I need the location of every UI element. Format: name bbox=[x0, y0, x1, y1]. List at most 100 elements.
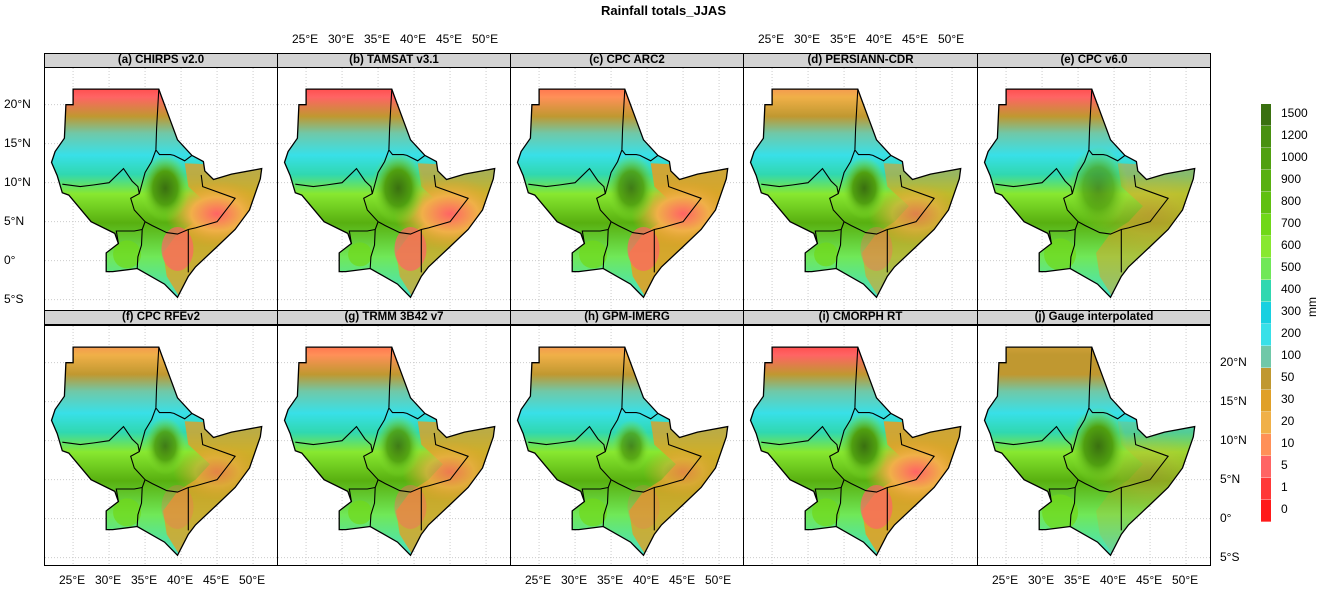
region-outline bbox=[516, 88, 729, 299]
country-border bbox=[115, 486, 143, 502]
country-border bbox=[363, 149, 469, 235]
map-panel bbox=[44, 67, 278, 311]
country-border bbox=[1069, 479, 1079, 527]
colorbar-tick-label: 1500 bbox=[1281, 106, 1308, 120]
country-border bbox=[136, 479, 146, 527]
colorbar-tick-label: 500 bbox=[1281, 260, 1302, 274]
lon-tick-label: 30°E bbox=[328, 32, 355, 46]
colorbar-tick-label: 1200 bbox=[1281, 128, 1308, 142]
country-border bbox=[62, 167, 140, 194]
colorbar-swatch bbox=[1261, 192, 1271, 214]
colorbar-unit: mm bbox=[1305, 297, 1319, 317]
lon-tick-label: 50°E bbox=[705, 573, 732, 587]
map-panel bbox=[44, 325, 278, 566]
lat-tick-label: 15°N bbox=[1220, 393, 1247, 408]
lon-tick-label: 25°E bbox=[525, 573, 552, 587]
colorbar-tick-label: 600 bbox=[1281, 238, 1302, 252]
colorbar-tick-label: 400 bbox=[1281, 282, 1302, 296]
rainfall-field bbox=[284, 347, 495, 556]
lat-tick-label: 5°S bbox=[4, 291, 24, 306]
rainfall-field bbox=[750, 347, 961, 556]
region-outline bbox=[516, 346, 729, 557]
map bbox=[978, 68, 1210, 310]
colorbar-swatch bbox=[1261, 258, 1271, 280]
lon-tick-label: 25°E bbox=[59, 573, 86, 587]
lon-tick-label: 40°E bbox=[400, 32, 427, 46]
map-panel bbox=[510, 325, 744, 566]
colorbar-tick-label: 10 bbox=[1281, 436, 1295, 450]
colorbar-tick-label: 1000 bbox=[1281, 150, 1308, 164]
lon-tick-label: 30°E bbox=[794, 32, 821, 46]
country-border bbox=[136, 221, 146, 269]
colorbar-swatch bbox=[1261, 214, 1271, 236]
lat-tick-label: 5°N bbox=[1220, 471, 1241, 486]
lon-tick-label: 45°E bbox=[436, 32, 463, 46]
colorbar-swatch bbox=[1261, 346, 1271, 368]
lon-tick-label: 35°E bbox=[830, 32, 857, 46]
country-border bbox=[581, 228, 609, 244]
country-border bbox=[369, 479, 379, 527]
country-border bbox=[995, 167, 1073, 194]
country-border bbox=[363, 407, 469, 493]
lat-tick-label: 15°N bbox=[4, 135, 31, 150]
country-border bbox=[369, 221, 379, 269]
lon-tick-label: 30°E bbox=[1028, 573, 1055, 587]
country-border bbox=[621, 347, 626, 408]
colorbar-tick-label: 0 bbox=[1281, 502, 1288, 516]
lon-tick-label: 50°E bbox=[938, 32, 965, 46]
country-border bbox=[995, 425, 1073, 452]
colorbar-swatch bbox=[1261, 324, 1271, 346]
lat-tick-label: 0° bbox=[4, 252, 16, 267]
lon-tick-label: 45°E bbox=[203, 573, 230, 587]
lon-tick-label: 25°E bbox=[992, 573, 1019, 587]
colorbar-swatch bbox=[1261, 390, 1271, 412]
country-border bbox=[1088, 347, 1093, 408]
colorbar bbox=[1261, 104, 1271, 522]
lat-tick-label: 0° bbox=[1220, 510, 1232, 525]
country-border bbox=[829, 149, 935, 235]
panel-strip: (j) Gauge interpolated bbox=[977, 310, 1211, 325]
country-border bbox=[130, 149, 236, 235]
country-border bbox=[761, 425, 839, 452]
lat-tick-label: 20°N bbox=[1220, 354, 1247, 369]
colorbar-tick-label: 20 bbox=[1281, 414, 1295, 428]
lon-tick-label: 45°E bbox=[1136, 573, 1163, 587]
country-border bbox=[835, 221, 845, 269]
lat-tick-label: 5°S bbox=[1220, 549, 1240, 564]
lon-tick-label: 40°E bbox=[167, 573, 194, 587]
country-border bbox=[602, 479, 612, 527]
region-outline bbox=[283, 346, 496, 557]
lat-tick-label: 20°N bbox=[4, 96, 31, 111]
country-border bbox=[155, 407, 193, 420]
map bbox=[45, 326, 277, 565]
map bbox=[278, 68, 510, 310]
map bbox=[511, 326, 743, 565]
country-border bbox=[1048, 486, 1076, 502]
map bbox=[45, 68, 277, 310]
colorbar-swatch bbox=[1261, 368, 1271, 390]
map-panel bbox=[510, 67, 744, 311]
rainfall-field bbox=[51, 347, 262, 556]
country-border bbox=[155, 89, 160, 150]
map bbox=[278, 326, 510, 565]
lon-tick-label: 45°E bbox=[902, 32, 929, 46]
colorbar-tick-label: 800 bbox=[1281, 194, 1302, 208]
map-panel bbox=[977, 67, 1211, 311]
lon-tick-label: 35°E bbox=[597, 573, 624, 587]
panel-strip: (a) CHIRPS v2.0 bbox=[44, 53, 278, 68]
country-border bbox=[854, 149, 892, 162]
lon-tick-label: 35°E bbox=[364, 32, 391, 46]
country-border bbox=[1088, 407, 1126, 420]
colorbar-swatch bbox=[1261, 236, 1271, 258]
country-border bbox=[155, 347, 160, 408]
country-border bbox=[1088, 89, 1093, 150]
colorbar-tick-label: 200 bbox=[1281, 326, 1302, 340]
country-border bbox=[1088, 149, 1126, 162]
colorbar-tick-label: 300 bbox=[1281, 304, 1302, 318]
colorbar-swatch bbox=[1261, 434, 1271, 456]
map-panel bbox=[277, 325, 511, 566]
country-border bbox=[155, 149, 193, 162]
country-border bbox=[854, 347, 859, 408]
country-border bbox=[596, 149, 702, 235]
colorbar-swatch bbox=[1261, 170, 1271, 192]
